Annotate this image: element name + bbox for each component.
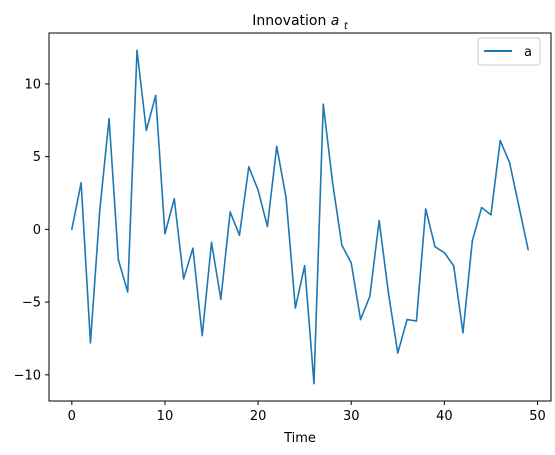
series-point	[350, 262, 353, 264]
series-point	[443, 251, 446, 254]
series-point	[247, 166, 250, 168]
series-point	[303, 264, 306, 267]
x-tick-label: 40	[436, 409, 453, 424]
legend: a	[477, 37, 541, 66]
x-tick-label: 20	[250, 409, 267, 424]
chart-title: Innovation a t	[252, 13, 349, 32]
series-point	[98, 209, 101, 212]
legend-label: a	[524, 45, 532, 60]
series-point	[406, 318, 408, 321]
series-point	[136, 49, 138, 52]
y-tick-label: 5	[33, 150, 41, 165]
series-line	[71, 49, 529, 385]
x-axis-ticks: 0 10 20 30 40 50	[68, 401, 546, 424]
series-point	[341, 244, 343, 247]
series-point	[434, 246, 436, 248]
chart-title-symbol: a	[331, 13, 340, 29]
series-point	[424, 208, 427, 210]
series-layer	[71, 49, 529, 385]
series-point	[201, 334, 204, 337]
x-tick-label: 50	[529, 409, 546, 424]
series-point	[518, 205, 520, 207]
y-axis-ticks: −10 −5 0 5 10	[14, 77, 49, 383]
series-point	[369, 295, 371, 298]
series-point	[89, 342, 92, 344]
series-point	[192, 247, 194, 250]
series-point	[499, 139, 502, 142]
series-point	[480, 206, 483, 209]
series-point	[313, 382, 315, 385]
series-point	[527, 248, 529, 251]
series-point	[471, 240, 474, 242]
series-point	[126, 291, 129, 293]
series-point	[275, 145, 278, 148]
series-point	[462, 331, 464, 334]
series-point	[117, 259, 120, 261]
series-point	[173, 198, 176, 200]
series-point	[108, 118, 110, 120]
series-point	[396, 352, 399, 354]
chart-title-subscript: t	[344, 21, 349, 32]
series-point	[452, 264, 455, 267]
series-point	[229, 211, 231, 213]
chart-title-text: Innovation	[252, 13, 326, 29]
series-point	[331, 182, 334, 184]
y-tick-label: −5	[22, 296, 41, 311]
series-point	[359, 318, 362, 321]
series-point	[145, 129, 148, 132]
series-point	[154, 94, 157, 97]
plot-area	[48, 32, 552, 402]
series-point	[164, 232, 166, 235]
x-tick-label: 0	[68, 409, 76, 424]
series-point	[508, 161, 511, 164]
series-point	[71, 228, 73, 231]
series-point	[257, 189, 259, 191]
x-axis-label: Time	[283, 431, 316, 446]
axes-frame	[48, 32, 552, 402]
series-point	[415, 320, 418, 322]
series-point	[294, 307, 297, 309]
series-point	[182, 278, 185, 280]
series-point	[285, 196, 287, 199]
series-point	[387, 292, 390, 295]
x-tick-label: 30	[343, 409, 360, 424]
x-tick-label: 10	[157, 409, 174, 424]
series-point	[220, 298, 222, 300]
series-point	[378, 219, 380, 222]
series-point	[266, 225, 269, 228]
series-point	[490, 214, 492, 216]
series-point	[238, 234, 241, 236]
y-tick-label: 0	[33, 223, 41, 238]
series-point	[80, 182, 82, 184]
series-point	[210, 241, 213, 244]
y-tick-label: 10	[24, 77, 41, 92]
series-point	[322, 103, 325, 106]
y-tick-label: −10	[14, 368, 41, 383]
